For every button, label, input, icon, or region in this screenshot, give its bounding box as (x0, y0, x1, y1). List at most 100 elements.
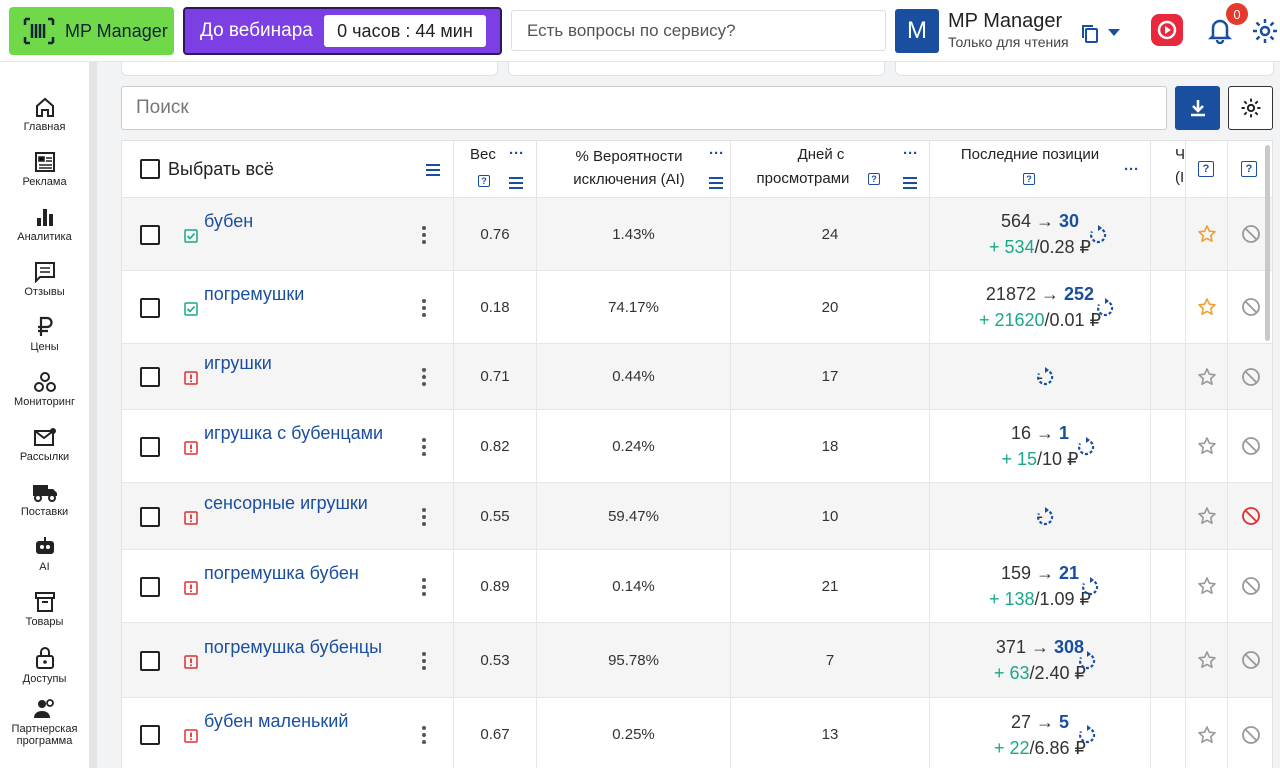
sidebar-item-monitoring[interactable]: Мониторинг (0, 371, 89, 408)
column-menu-icon[interactable] (509, 177, 523, 189)
block-icon[interactable] (1241, 576, 1261, 596)
kebab-menu-icon[interactable] (422, 225, 426, 244)
column-menu-icon[interactable] (426, 164, 440, 176)
kebab-menu-icon[interactable] (422, 577, 426, 596)
block-icon[interactable] (1241, 436, 1261, 456)
kebab-menu-icon[interactable] (422, 726, 426, 744)
header-weight[interactable]: Вес ··· ? (454, 141, 537, 197)
more-icon[interactable]: ··· (903, 145, 918, 162)
keyword-link[interactable]: погремушка бубен (204, 562, 359, 583)
webinar-countdown[interactable]: До вебинара 0 часов : 44 мин (183, 7, 502, 55)
sidebar-item-analytics[interactable]: Аналитика (0, 206, 89, 243)
copy-icon[interactable] (1081, 24, 1099, 44)
keyword-link[interactable]: игрушки (204, 353, 272, 373)
bell-icon[interactable] (1206, 16, 1234, 44)
kebab-menu-icon[interactable] (422, 507, 426, 526)
header-favorite[interactable]: ? (1186, 141, 1228, 197)
star-icon[interactable] (1197, 436, 1217, 456)
sidebar-item-ads[interactable]: Реклама (0, 151, 89, 188)
download-button[interactable] (1175, 86, 1220, 130)
sidebar-item-partners[interactable]: Партнерская программа (0, 698, 89, 747)
kebab-menu-icon[interactable] (422, 437, 426, 456)
table-row[interactable]: игрушки 0.71 0.44% 17 - (122, 343, 1272, 409)
table-row[interactable]: сенсорные игрушки 0.55 59.47% 10 - (122, 482, 1272, 549)
block-icon[interactable] (1241, 650, 1261, 670)
row-checkbox[interactable] (140, 436, 160, 457)
star-icon[interactable] (1197, 650, 1217, 670)
logo-button[interactable]: MP Manager (9, 7, 174, 55)
account-name[interactable]: MP Manager (948, 10, 1063, 32)
row-checkbox[interactable] (140, 506, 160, 527)
header-probability[interactable]: % Вероятности исключения (AI) ··· (537, 141, 731, 197)
row-checkbox[interactable] (140, 725, 160, 745)
column-menu-icon[interactable] (709, 177, 723, 189)
table-row[interactable]: погремушки 0.18 74.17% 20 21872 → 252 + … (122, 270, 1272, 343)
row-checkbox[interactable] (140, 650, 160, 671)
kebab-menu-icon[interactable] (422, 651, 426, 670)
row-checkbox[interactable] (140, 224, 160, 245)
video-icon[interactable] (1151, 14, 1183, 46)
help-icon[interactable]: ? (1241, 161, 1257, 177)
refresh-icon[interactable] (1077, 725, 1097, 745)
gear-icon[interactable] (1251, 17, 1279, 45)
header-days[interactable]: Дней с просмотрами ? ··· (731, 141, 930, 197)
sidebar-item-mailing[interactable]: Рассылки (0, 426, 89, 463)
select-all-checkbox[interactable] (140, 159, 160, 179)
keyword-link[interactable]: погремушка бубенцы (204, 636, 383, 657)
help-icon[interactable]: ? (1023, 173, 1035, 185)
table-row[interactable]: бубен маленький 0.67 0.25% 13 27 → 5 + 2… (122, 697, 1272, 768)
header-positions[interactable]: Последние позиции ? ··· (930, 141, 1151, 197)
row-checkbox[interactable] (140, 576, 160, 597)
header-partial[interactable]: Ч (I (1151, 141, 1186, 197)
more-icon[interactable]: ··· (509, 145, 524, 162)
star-icon[interactable] (1197, 297, 1217, 317)
column-menu-icon[interactable] (903, 177, 917, 189)
table-scrollbar[interactable] (1265, 145, 1270, 341)
star-icon[interactable] (1197, 576, 1217, 596)
refresh-icon[interactable] (1080, 576, 1100, 597)
sidebar-scrollbar[interactable] (89, 62, 97, 768)
block-icon[interactable] (1241, 224, 1261, 244)
search-input[interactable]: Поиск (121, 86, 1167, 130)
keyword-link[interactable]: бубен маленький (204, 711, 349, 731)
help-icon[interactable]: ? (868, 173, 880, 185)
star-icon[interactable] (1197, 224, 1217, 244)
star-icon[interactable] (1197, 725, 1217, 745)
refresh-icon[interactable] (1077, 650, 1097, 671)
block-icon[interactable] (1241, 725, 1261, 745)
star-icon[interactable] (1197, 506, 1217, 526)
keyword-link[interactable]: погремушки (204, 283, 305, 304)
table-row[interactable]: погремушка бубен 0.89 0.14% 21 159 → 21 … (122, 549, 1272, 622)
kebab-menu-icon[interactable] (422, 298, 426, 317)
table-row[interactable]: погремушка бубенцы 0.53 95.78% 7 371 → 3… (122, 622, 1272, 697)
sidebar-item-home[interactable]: Главная (0, 96, 89, 133)
refresh-icon[interactable] (1095, 297, 1115, 318)
help-icon[interactable]: ? (478, 175, 490, 187)
sidebar-item-supplies[interactable]: Поставки (0, 481, 89, 518)
sidebar-item-products[interactable]: Товары (0, 591, 89, 628)
kebab-menu-icon[interactable] (422, 368, 426, 386)
avatar[interactable]: M (895, 9, 939, 53)
block-icon[interactable] (1241, 506, 1261, 526)
header-exclude[interactable]: ? (1228, 141, 1272, 197)
refresh-icon[interactable] (1035, 367, 1055, 387)
refresh-icon[interactable] (1035, 506, 1055, 527)
help-icon[interactable]: ? (1198, 161, 1214, 177)
keyword-link[interactable]: игрушка с бубенцами (204, 422, 384, 443)
star-icon[interactable] (1197, 367, 1217, 387)
row-checkbox[interactable] (140, 367, 160, 387)
sidebar-item-ai[interactable]: AI (0, 536, 89, 573)
sidebar-item-access[interactable]: Доступы (0, 646, 89, 685)
more-icon[interactable]: ··· (709, 145, 724, 162)
row-checkbox[interactable] (140, 297, 160, 318)
refresh-icon[interactable] (1088, 224, 1108, 245)
question-input[interactable]: Есть вопросы по сервису? (511, 10, 886, 51)
sidebar-item-prices[interactable]: Цены (0, 316, 89, 353)
table-row[interactable]: игрушка с бубенцами 0.82 0.24% 18 16 → 1… (122, 409, 1272, 482)
table-row[interactable]: бубен 0.76 1.43% 24 564 → 30 + 534/0.28 … (122, 197, 1272, 270)
chevron-down-icon[interactable] (1108, 29, 1120, 36)
keyword-link[interactable]: бубен (204, 210, 254, 231)
keyword-link[interactable]: сенсорные игрушки (204, 492, 368, 513)
more-icon[interactable]: ··· (1124, 161, 1139, 178)
block-icon[interactable] (1241, 367, 1261, 387)
